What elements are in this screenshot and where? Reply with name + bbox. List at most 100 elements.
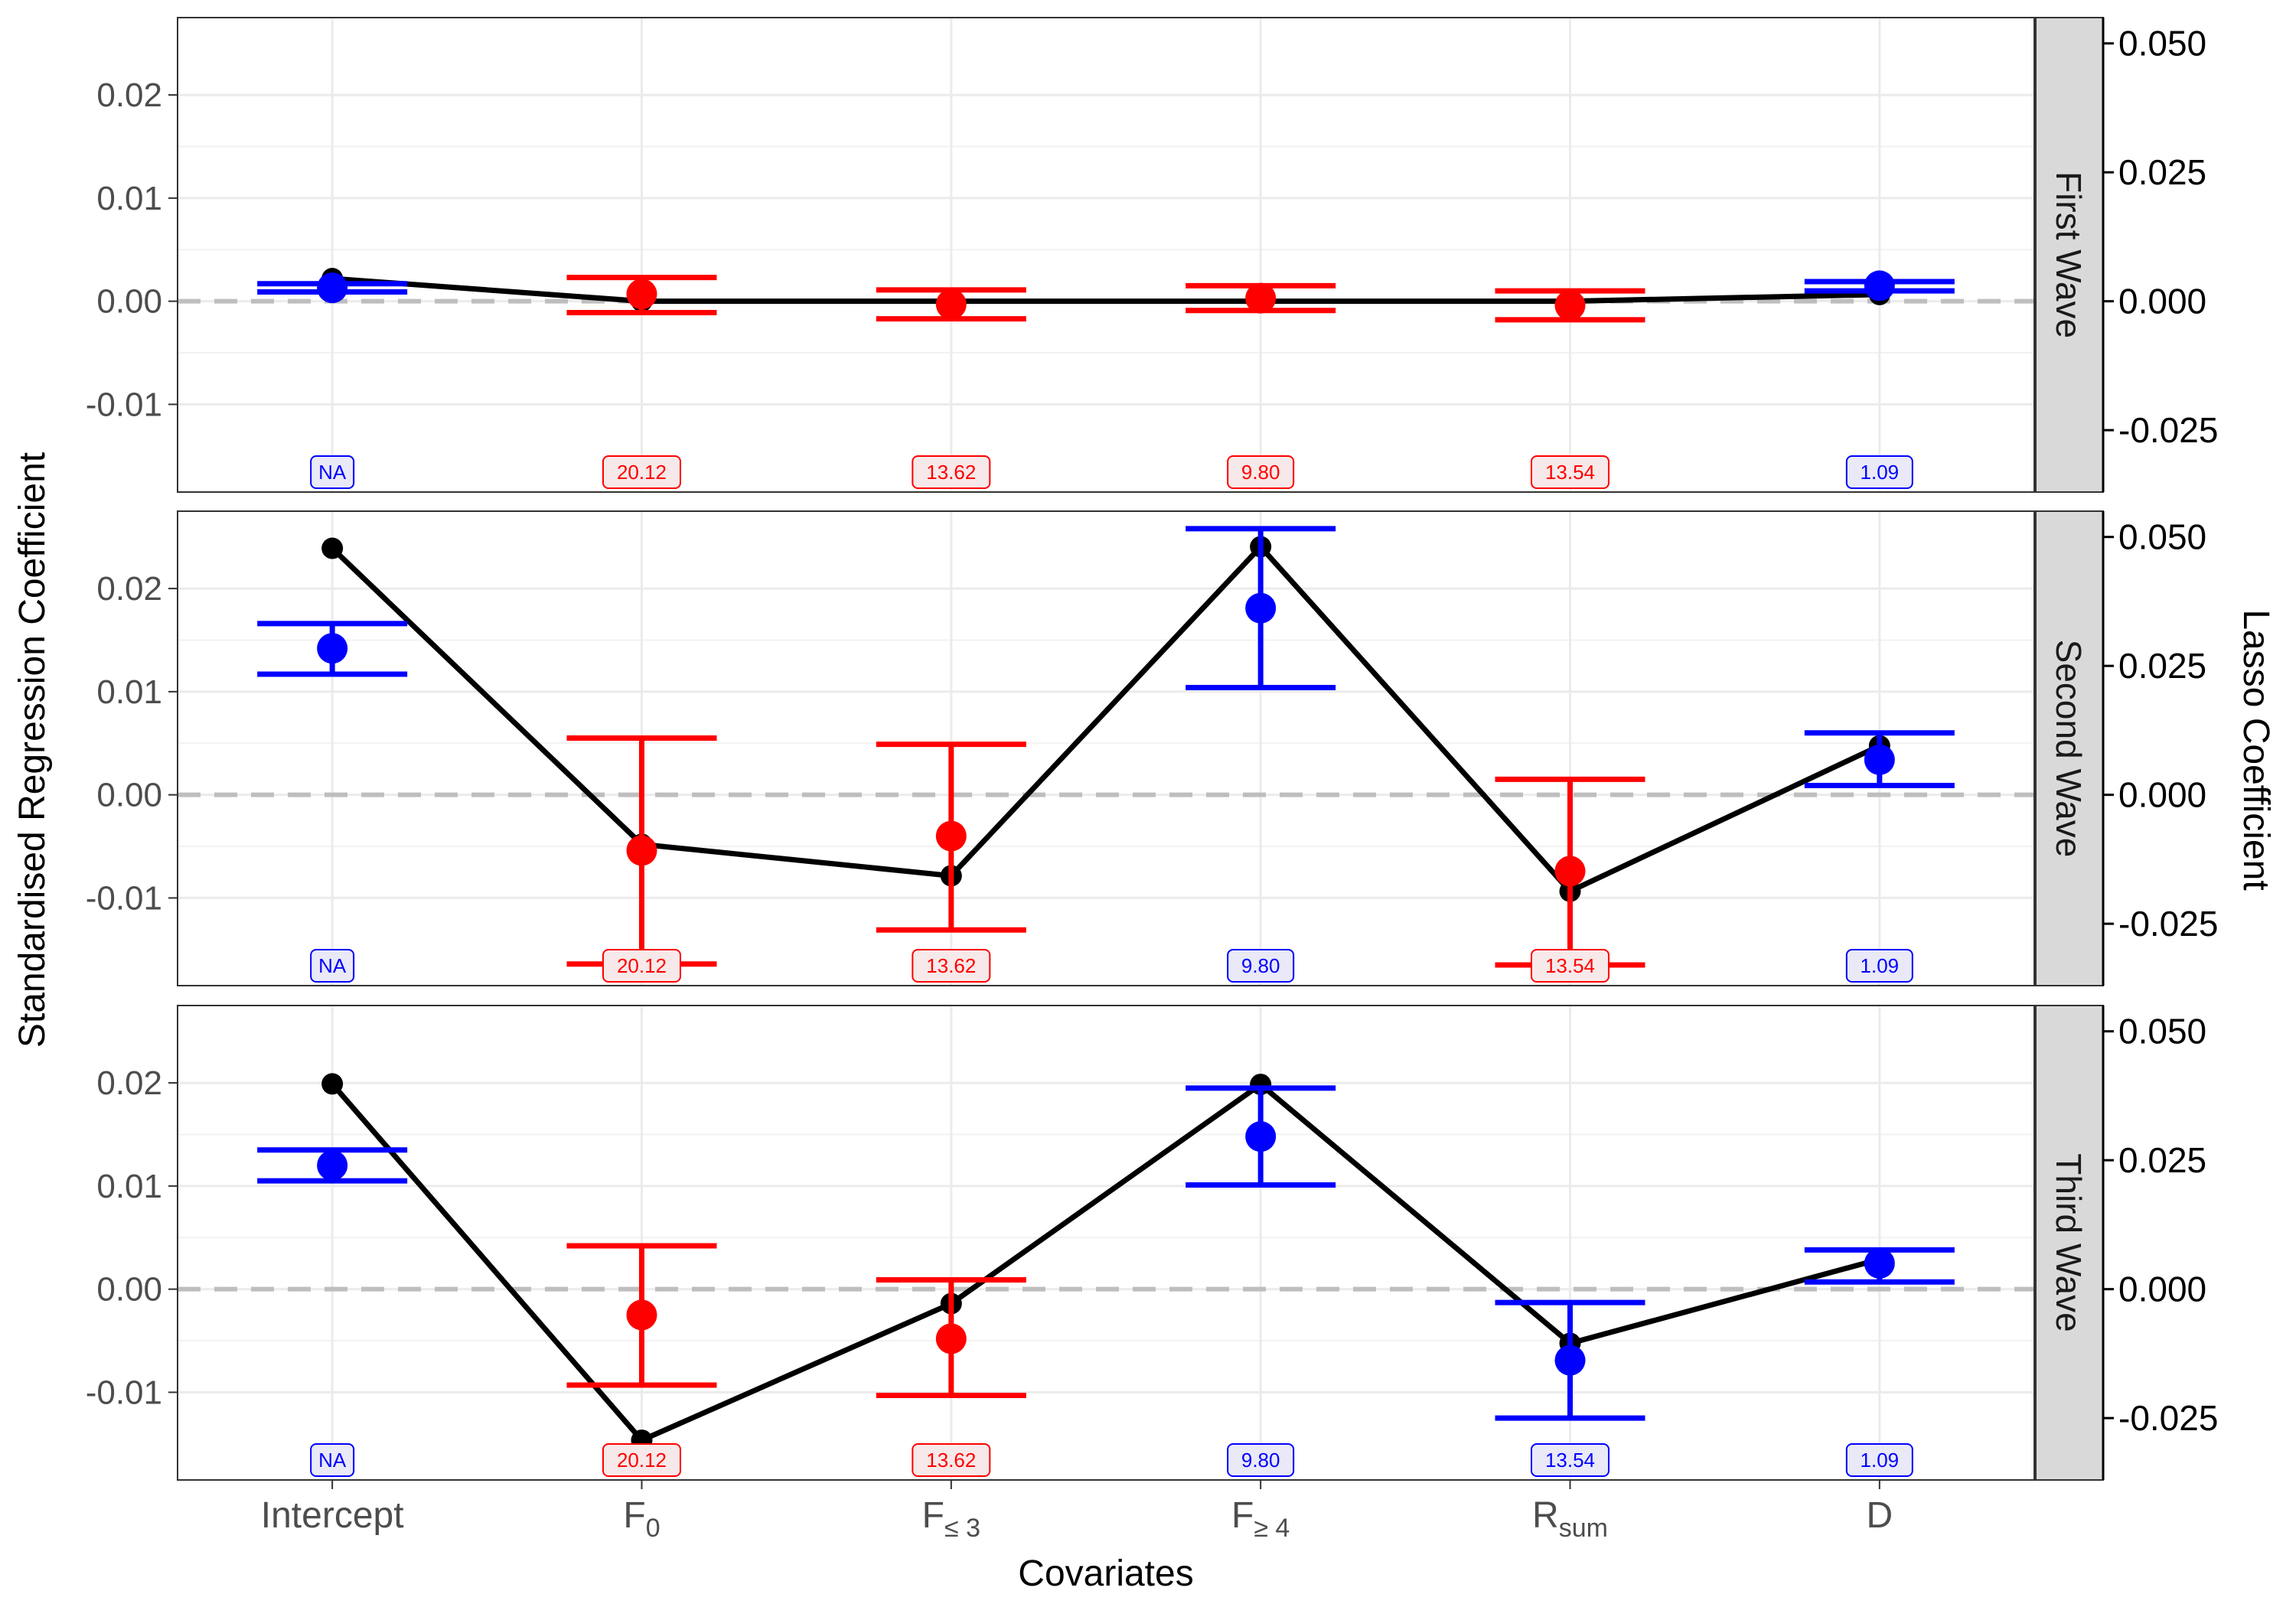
- error-bar: [876, 1277, 1026, 1398]
- estimate-point: [1864, 744, 1895, 775]
- vif-label-text: 13.62: [926, 461, 976, 484]
- vif-label: 13.54: [1531, 455, 1609, 489]
- panel-2: -0.01 0.00 0.01 0.02 Second Wave -0.025 0.000 0…: [86, 510, 2218, 986]
- category-label: F≥ 4: [1231, 1495, 1290, 1543]
- vif-label: NA: [310, 949, 355, 983]
- left-tick-label: -0.01: [86, 1374, 162, 1411]
- panel-border: [177, 510, 2035, 986]
- vif-label-text: 13.54: [1545, 1449, 1595, 1472]
- vif-label: 13.54: [1531, 1443, 1609, 1477]
- right-tick-label: -0.025: [2118, 904, 2218, 944]
- panel-3: -0.01 0.00 0.01 0.02 Third Wave -0.025 0.000 0.…: [86, 1005, 2218, 1481]
- vif-label-box: [1845, 949, 1913, 983]
- vif-label: NA: [310, 455, 355, 489]
- right-tick-label: 0.025: [2118, 646, 2206, 686]
- vif-label-box: [1531, 455, 1609, 489]
- estimate-point: [317, 272, 348, 304]
- estimate-point: [317, 633, 348, 664]
- panel-1: -0.01 0.00 0.01 0.02 First Wave -0.025 0.000 0.…: [86, 17, 2218, 493]
- left-tick-label: 0.02: [96, 1064, 162, 1102]
- vif-label-text: 20.12: [617, 954, 667, 977]
- error-bar: [1186, 526, 1336, 690]
- vif-label: 1.09: [1845, 455, 1913, 489]
- left-tick-label: 0.00: [96, 1271, 162, 1309]
- vif-label: NA: [310, 1443, 355, 1477]
- category-label: F≤ 3: [922, 1495, 980, 1543]
- left-tick-label: 0.01: [96, 180, 162, 217]
- vif-label-box: [602, 949, 681, 983]
- vif-label: 9.80: [1227, 1443, 1295, 1477]
- estimate-point: [935, 1323, 967, 1354]
- strip-background: [2035, 510, 2104, 986]
- vif-label-text: 13.62: [926, 1449, 976, 1472]
- vif-label-box: [310, 455, 355, 489]
- vif-label: 20.12: [602, 949, 681, 983]
- right-tick-label: 0.050: [2118, 24, 2206, 64]
- estimate-point: [1554, 1345, 1586, 1376]
- vif-label-text: 13.54: [1545, 461, 1595, 484]
- right-tick-label: 0.000: [2118, 775, 2206, 815]
- vif-label-box: [1531, 1443, 1609, 1477]
- estimate-point: [626, 835, 657, 866]
- right-tick-label: 0.025: [2118, 152, 2206, 192]
- vif-label-text: NA: [318, 954, 347, 977]
- vif-label-box: [1227, 455, 1295, 489]
- estimate-point: [935, 820, 967, 852]
- vif-label: 1.09: [1845, 1443, 1913, 1477]
- vif-label-text: 13.62: [926, 954, 976, 977]
- lasso-line: [331, 275, 1880, 305]
- left-tick-label: 0.00: [96, 777, 162, 814]
- estimate-point: [1554, 856, 1586, 887]
- vif-label-text: NA: [318, 1449, 347, 1472]
- error-bar: [257, 272, 408, 304]
- category-label: Rsum: [1532, 1495, 1608, 1543]
- left-tick-label: -0.01: [86, 879, 162, 917]
- vif-label-text: NA: [318, 461, 347, 484]
- vif-label-box: [912, 455, 991, 489]
- estimate-point: [626, 1299, 657, 1331]
- strip-label: Third Wave: [2049, 1153, 2089, 1332]
- estimate-point: [1864, 1247, 1895, 1279]
- left-tick-label: 0.02: [96, 570, 162, 608]
- lasso-line: [330, 544, 1881, 895]
- left-tick-label: 0.01: [96, 673, 162, 711]
- left-tick-label: 0.02: [96, 77, 162, 114]
- error-bar: [1804, 270, 1955, 302]
- estimate-point: [1245, 1121, 1277, 1152]
- right-tick-label: 0.000: [2118, 282, 2206, 321]
- lasso-line: [330, 1081, 1880, 1443]
- right-tick-label: 0.050: [2118, 1012, 2206, 1051]
- panel-border: [177, 17, 2035, 493]
- strip-background: [2035, 17, 2104, 493]
- category-label: Intercept: [261, 1495, 404, 1536]
- vif-label-text: 1.09: [1861, 461, 1900, 484]
- vif-label-text: 13.54: [1545, 954, 1595, 977]
- right-tick-label: 0.025: [2118, 1140, 2206, 1180]
- estimate-point: [1245, 592, 1277, 624]
- vif-label: 13.62: [912, 949, 991, 983]
- lasso-point: [321, 537, 344, 559]
- vif-label-text: 9.80: [1241, 954, 1280, 977]
- vif-label-box: [310, 949, 355, 983]
- error-bar: [566, 1243, 717, 1388]
- vif-label: 13.62: [912, 455, 991, 489]
- x-axis-title: Covariates: [1018, 1553, 1193, 1594]
- vif-label-box: [1845, 455, 1913, 489]
- vif-label-text: 20.12: [617, 461, 667, 484]
- error-bar: [1804, 1247, 1955, 1285]
- strip-label: First Wave: [2049, 171, 2089, 338]
- estimate-point: [1864, 270, 1895, 302]
- vif-label: 20.12: [602, 455, 681, 489]
- right-tick-label: 0.050: [2118, 517, 2206, 557]
- vif-label: 13.62: [912, 1443, 991, 1477]
- x-axis-categories: Intercept F0 F≤ 3 F≥ 4 Rsum D: [261, 1480, 1893, 1543]
- vif-label-text: 9.80: [1241, 1449, 1280, 1472]
- y-axis-title: Standardised Regression Coefficient: [12, 452, 53, 1048]
- left-tick-label: -0.01: [86, 386, 162, 423]
- vif-label: 9.80: [1227, 949, 1295, 983]
- y-axis-right-title: Lasso Coefficient: [2236, 609, 2276, 890]
- vif-label-box: [602, 1443, 681, 1477]
- panels: -0.01 0.00 0.01 0.02 First Wave -0.025 0.000 0.…: [86, 17, 2218, 1481]
- panel-background: [178, 18, 2034, 492]
